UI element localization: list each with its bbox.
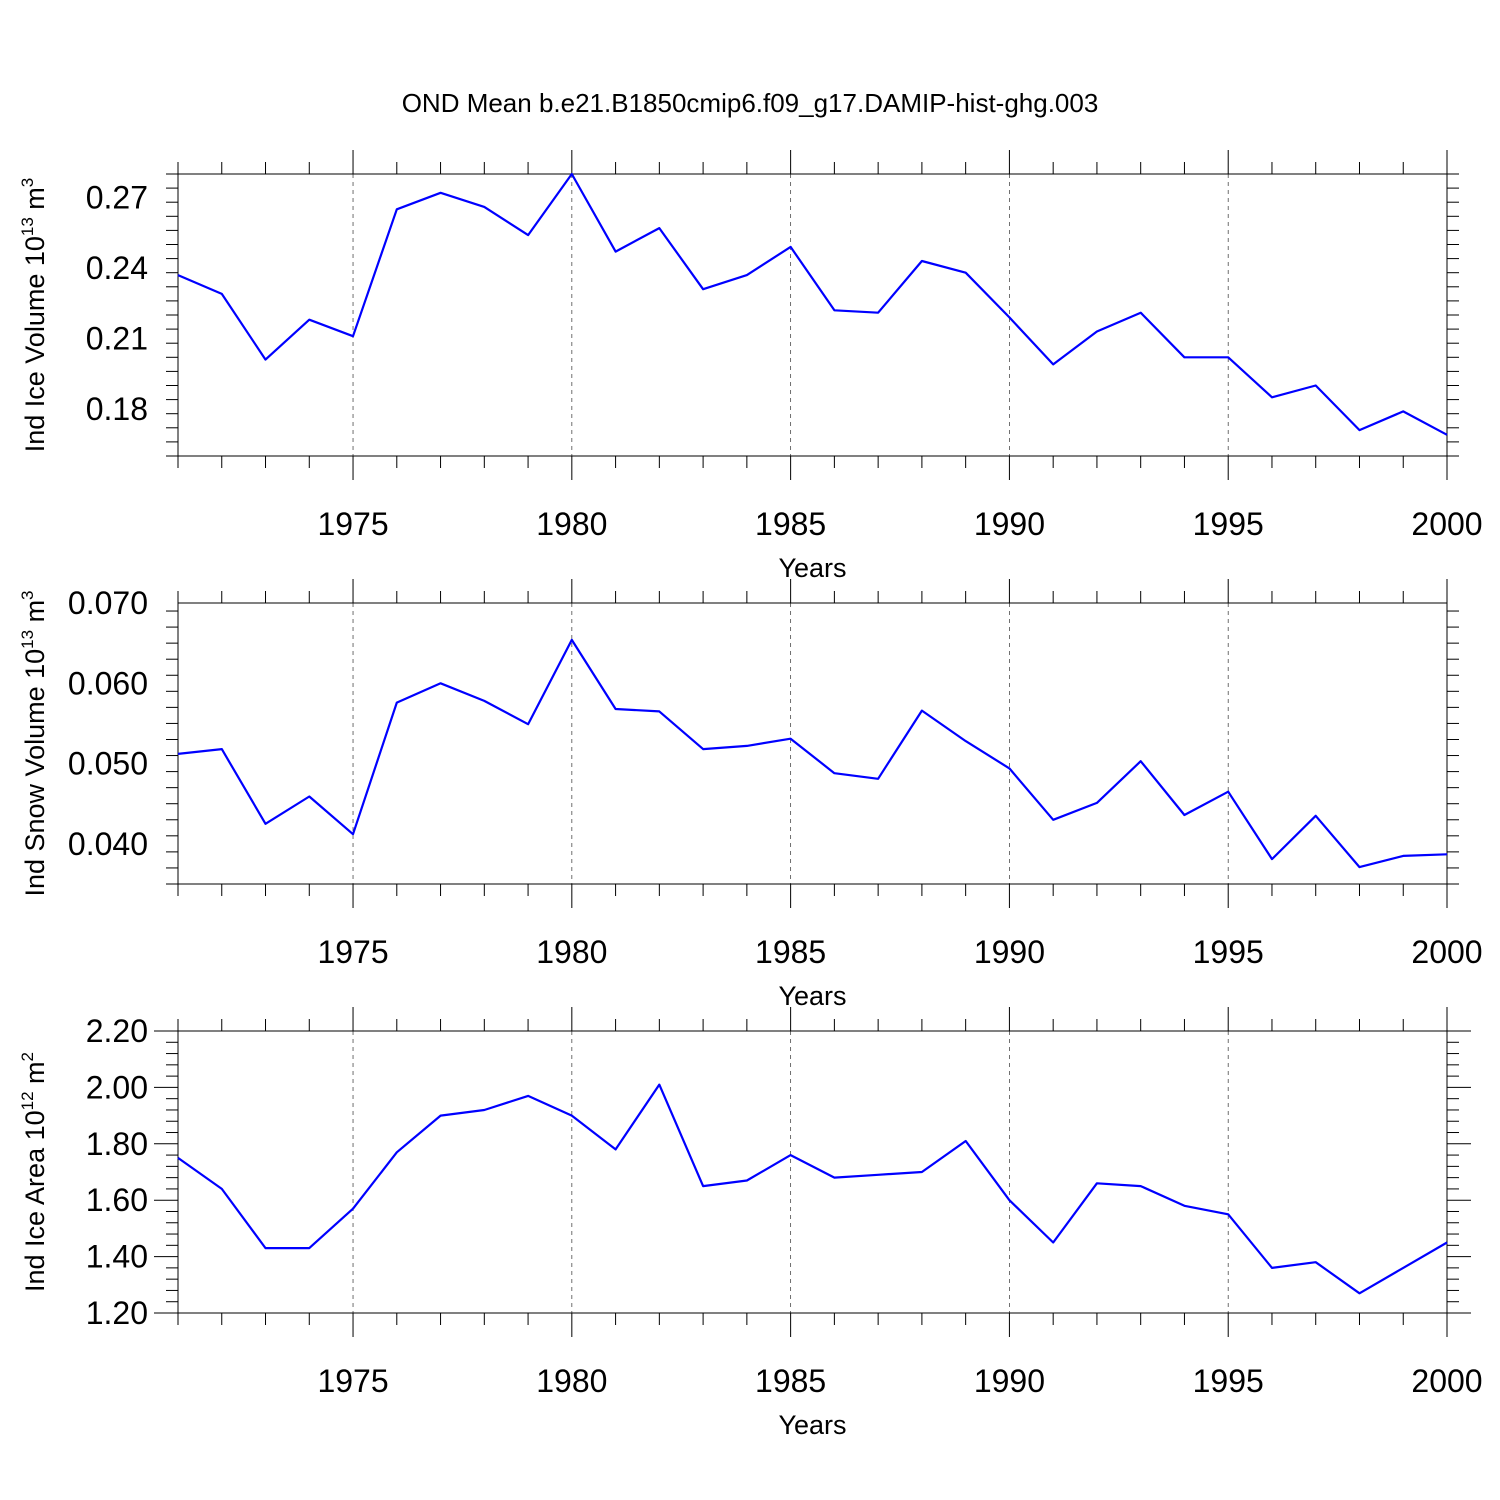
y-tick-label: 0.18 <box>86 391 148 427</box>
x-tick-label: 2000 <box>1411 1363 1482 1399</box>
y-axis-label-unit: m <box>20 187 50 217</box>
panel-3: 1975 1980 1985 1990 1995 2000 1.20 1.40 1.60 1.80… <box>18 1007 1483 1440</box>
y-tick-label: 2.20 <box>86 1013 148 1049</box>
x-tick-label: 1985 <box>755 934 826 970</box>
panel-2: 1975 1980 1985 1990 1995 2000 0.040 0.050 0.060 0… <box>18 579 1483 1011</box>
x-axis-label: Years <box>778 553 846 583</box>
y-axis-label-unit: m <box>20 600 50 630</box>
y-axis-label-unit-exponent: 3 <box>18 178 37 187</box>
y-tick-label: 1.20 <box>86 1295 148 1331</box>
x-tick-label: 2000 <box>1411 506 1482 542</box>
y-axis-label-unit-exponent: 3 <box>18 590 37 599</box>
y-axis-label: Ind Ice Volume 1013 m3 <box>18 178 50 453</box>
x-tick-label: 1995 <box>1193 934 1264 970</box>
y-tick-label: 0.24 <box>86 250 148 286</box>
y-tick-label: 0.040 <box>68 826 148 862</box>
x-axis-label: Years <box>778 981 846 1011</box>
y-tick-label: 2.00 <box>86 1069 148 1105</box>
x-tick-label: 1990 <box>974 506 1045 542</box>
series-line <box>177 172 1448 436</box>
y-axis-label-exponent: 13 <box>18 217 37 236</box>
x-tick-label: 1990 <box>974 934 1045 970</box>
y-tick-label: 1.80 <box>86 1126 148 1162</box>
y-axis-label-exponent: 13 <box>18 630 37 649</box>
y-axis-label: Ind Ice Area 1012 m2 <box>18 1052 50 1292</box>
x-tick-label: 2000 <box>1411 934 1482 970</box>
x-tick-label: 1980 <box>536 934 607 970</box>
y-axis-label-unit: m <box>20 1061 50 1091</box>
y-tick-label: 1.60 <box>86 1182 148 1218</box>
x-tick-label: 1995 <box>1193 506 1264 542</box>
y-tick-label: 1.40 <box>86 1239 148 1275</box>
x-tick-label: 1985 <box>755 506 826 542</box>
plot-frame <box>177 1030 1448 1314</box>
x-axis-label: Years <box>778 1410 846 1440</box>
x-tick-label: 1975 <box>317 934 388 970</box>
y-tick-label: 0.060 <box>68 665 148 701</box>
panel-1: 1975 1980 1985 1990 1995 2000 0.18 0.21 0.24 0.27… <box>18 150 1483 583</box>
x-tick-label: 1975 <box>317 1363 388 1399</box>
y-axis-label-unit-exponent: 2 <box>18 1052 37 1061</box>
x-tick-label: 1980 <box>536 506 607 542</box>
y-axis-label-text: Ind Snow Volume 10 <box>20 649 50 897</box>
y-tick-label: 0.070 <box>68 585 148 621</box>
x-tick-label: 1975 <box>317 506 388 542</box>
series-line <box>177 1083 1448 1295</box>
x-tick-label: 1990 <box>974 1363 1045 1399</box>
x-tick-label: 1995 <box>1193 1363 1264 1399</box>
y-axis-label-text: Ind Ice Volume 10 <box>20 236 50 452</box>
y-axis-label-text: Ind Ice Area 10 <box>20 1110 50 1292</box>
y-axis-label-exponent: 12 <box>18 1091 37 1110</box>
x-tick-label: 1980 <box>536 1363 607 1399</box>
x-tick-label: 1985 <box>755 1363 826 1399</box>
y-tick-label: 0.21 <box>86 321 148 357</box>
plot-frame <box>177 173 1448 457</box>
figure-title: OND Mean b.e21.B1850cmip6.f09_g17.DAMIP-… <box>402 88 1099 118</box>
y-axis-label: Ind Snow Volume 1013 m3 <box>18 590 50 896</box>
series-line <box>177 638 1448 869</box>
y-tick-label: 0.27 <box>86 180 148 216</box>
y-tick-label: 0.050 <box>68 746 148 782</box>
plot-frame <box>177 602 1448 885</box>
